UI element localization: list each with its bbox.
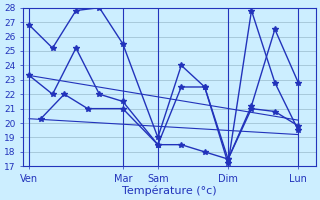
X-axis label: Température (°c): Température (°c): [122, 185, 217, 196]
